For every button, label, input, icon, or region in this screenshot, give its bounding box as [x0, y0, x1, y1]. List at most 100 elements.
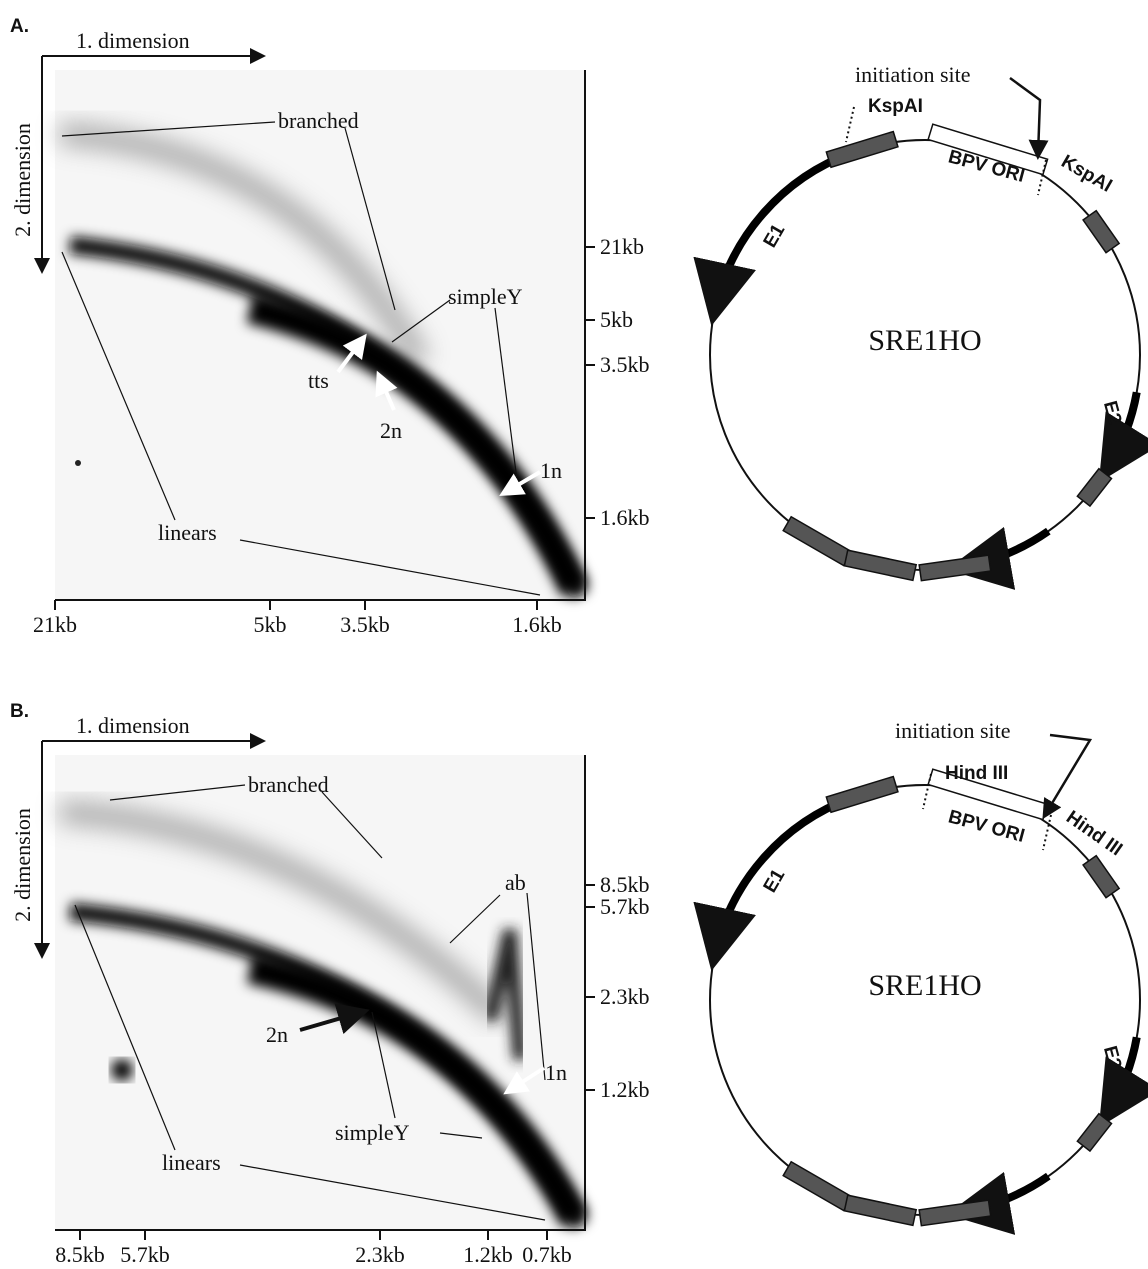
- restriction-site-label: Hind III: [945, 763, 1008, 784]
- gene-label: E2: [1099, 1044, 1125, 1072]
- gene-e1-arrow: [693, 794, 853, 971]
- band-arrow: [503, 1066, 546, 1095]
- leader-line: [371, 1011, 396, 1119]
- replication-arc: [246, 954, 589, 1227]
- bottom-tick-label: 2.3kb: [355, 1242, 405, 1267]
- gel-label: simpleY: [448, 284, 523, 309]
- leader-line: [74, 904, 176, 1151]
- site-dotted-line: [922, 773, 932, 810]
- right-tick-label: 1.6kb: [600, 505, 650, 530]
- feature-box: [825, 130, 899, 169]
- leader-line: [439, 1132, 483, 1139]
- leader-line: [344, 127, 396, 311]
- panel-label: A.: [10, 16, 29, 37]
- dimension-2-label: 2. dimension: [10, 123, 35, 237]
- initiation-site-label: initiation site: [895, 718, 1011, 743]
- restriction-site-label: KspAI: [868, 96, 923, 117]
- gel-label: linears: [162, 1150, 221, 1175]
- gel-label: 2n: [380, 418, 402, 443]
- feature-box: [1082, 209, 1121, 254]
- bottom-tick-label: 1.2kb: [463, 1242, 513, 1267]
- feature-box: [918, 554, 992, 582]
- right-tick-label: 5kb: [600, 307, 633, 332]
- gel-axes: [55, 755, 586, 1231]
- gene-label: E1: [760, 865, 790, 896]
- gel-label: 1n: [540, 458, 562, 483]
- restriction-site-label: KspAI: [1058, 151, 1116, 197]
- gel-label: branched: [278, 108, 359, 133]
- right-tick-label: 2.3kb: [600, 984, 650, 1009]
- gene-e2-arrow: [1098, 1036, 1148, 1128]
- leader-line: [61, 121, 276, 137]
- bottom-tick-label: 8.5kb: [55, 1242, 105, 1267]
- initiation-arrow: [1009, 76, 1049, 160]
- gel-image: [55, 70, 589, 600]
- gel-label: simpleY: [335, 1120, 410, 1145]
- gel-image: [55, 755, 589, 1230]
- leader-line: [61, 251, 176, 521]
- plasmid-name: SRE1HO: [868, 969, 981, 1002]
- feature-box: [782, 515, 853, 567]
- bottom-tick-label: 0.7kb: [522, 1242, 572, 1267]
- feature-box: [843, 1194, 918, 1227]
- right-tick-label: 8.5kb: [600, 872, 650, 897]
- dimension-2-label: 2. dimension: [10, 808, 35, 922]
- branched-arc: [59, 801, 508, 1025]
- leader-line: [449, 894, 501, 944]
- panel-label: B.: [10, 701, 29, 722]
- bottom-tick-label: 3.5kb: [340, 612, 390, 637]
- band-arrow: [299, 1003, 370, 1035]
- feature-box: [1076, 1112, 1113, 1153]
- gel-label: 2n: [266, 1022, 288, 1047]
- ab-spike: [483, 928, 527, 1061]
- bottom-tick-label: 5.7kb: [120, 1242, 170, 1267]
- feature-box: [1082, 854, 1121, 899]
- gene-label: E1: [760, 220, 790, 251]
- gel-label: 1n: [545, 1060, 567, 1085]
- band-arrow: [499, 470, 542, 497]
- feature-box: [1076, 467, 1113, 508]
- gel-label: ab: [505, 870, 526, 895]
- gel-label: linears: [158, 520, 217, 545]
- feature-box: [825, 775, 899, 814]
- restriction-site-label: Hind III: [1062, 807, 1126, 861]
- dimension-1-label: 1. dimension: [76, 713, 190, 738]
- leader-line: [239, 1164, 546, 1221]
- bottom-tick-label: 21kb: [33, 612, 77, 637]
- leader-line: [239, 539, 541, 596]
- bottom-tick-label: 5kb: [254, 612, 287, 637]
- bottom-tick-label: 1.6kb: [512, 612, 562, 637]
- gel-label: tts: [308, 368, 329, 393]
- replication-arc: [246, 293, 589, 597]
- right-tick-label: 1.2kb: [600, 1077, 650, 1102]
- band-arrow: [375, 370, 398, 411]
- site-dotted-line: [845, 106, 855, 143]
- leader-line: [526, 892, 546, 1081]
- right-tick-label: 5.7kb: [600, 894, 650, 919]
- band-arrow: [336, 333, 367, 374]
- spot: [111, 1059, 133, 1081]
- gene-label: E2: [1099, 399, 1125, 427]
- feature-box: [782, 1160, 853, 1212]
- dimension-1-label: 1. dimension: [76, 28, 190, 53]
- branched-arc: [59, 122, 430, 367]
- right-tick-label: 21kb: [600, 234, 644, 259]
- ori-label: BPV ORI: [946, 806, 1027, 847]
- leader-line: [109, 784, 246, 801]
- gene-e1-arrow: [693, 149, 853, 326]
- right-tick-label: 3.5kb: [600, 352, 650, 377]
- leader-line: [321, 791, 383, 859]
- leader-line: [391, 299, 451, 343]
- plasmid-map: [693, 123, 1148, 590]
- site-dotted-line: [1042, 814, 1052, 851]
- leader-line: [494, 307, 519, 489]
- spot: [75, 460, 81, 466]
- initiation-arrow: [1042, 733, 1093, 820]
- gene-e2-arrow: [1098, 391, 1148, 483]
- plasmid-map: [693, 768, 1148, 1235]
- feature-box: [918, 1199, 992, 1227]
- initiation-site-label: initiation site: [855, 62, 971, 87]
- site-dotted-line: [1037, 159, 1047, 196]
- gel-label: branched: [248, 772, 329, 797]
